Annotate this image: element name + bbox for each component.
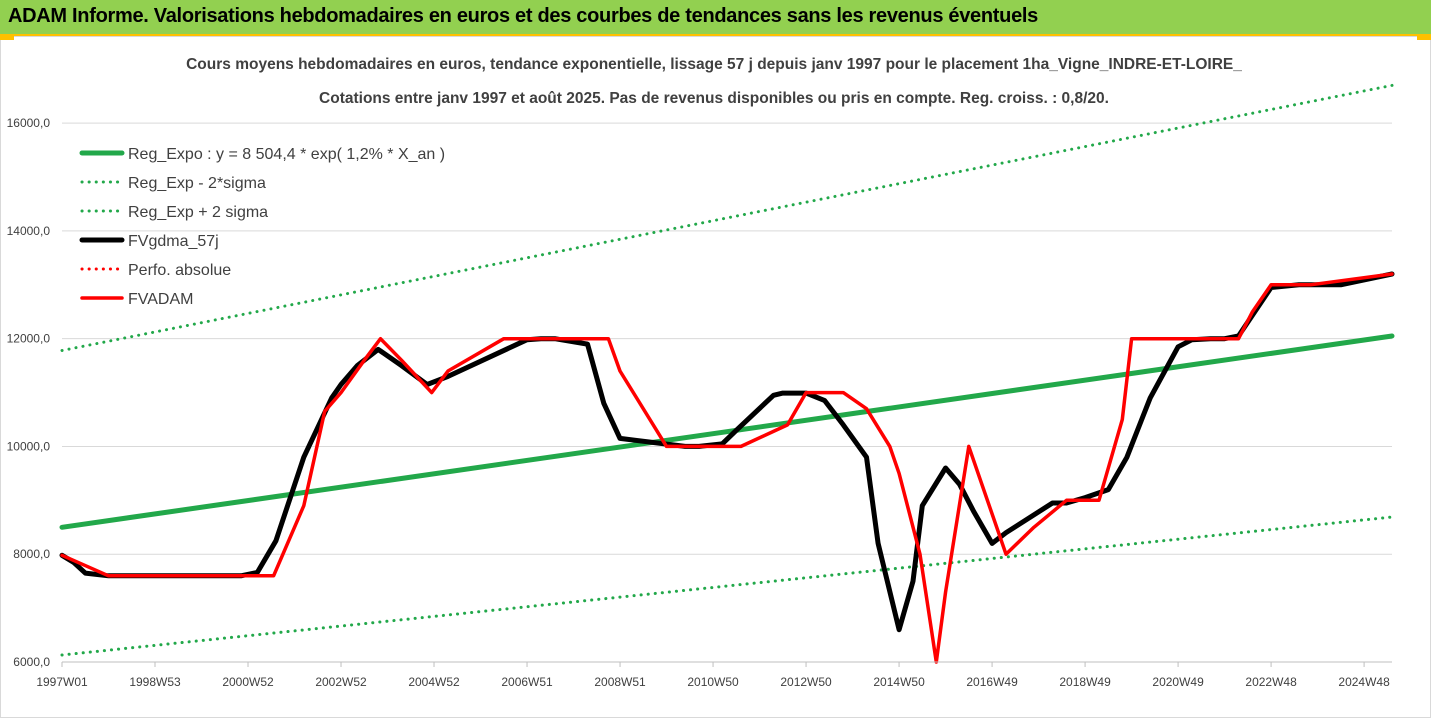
x-tick-label: 2010W50 xyxy=(687,675,739,689)
corner-mark-left xyxy=(0,36,14,40)
legend-label-2: Reg_Exp - 2*sigma xyxy=(128,175,266,192)
y-tick-label: 12000,0 xyxy=(7,332,51,346)
line-chart: Cours moyens hebdomadaires en euros, ten… xyxy=(0,36,1431,718)
series-line-4 xyxy=(59,271,1395,633)
chart-title-line-2: Cotations entre janv 1997 et août 2025. … xyxy=(319,90,1109,107)
series-line-6 xyxy=(60,272,1394,664)
series-line-1 xyxy=(59,333,1395,530)
x-tick-label: 1997W01 xyxy=(36,675,88,689)
x-tick-label: 2002W52 xyxy=(315,675,367,689)
chart-title-line-1: Cours moyens hebdomadaires en euros, ten… xyxy=(186,56,1242,73)
x-tick-label: 2014W50 xyxy=(873,675,925,689)
x-tick-label: 2012W50 xyxy=(780,675,832,689)
series-line-2 xyxy=(60,515,1394,657)
y-tick-label: 16000,0 xyxy=(7,116,51,130)
x-tick-label: 2008W51 xyxy=(594,675,646,689)
x-tick-label: 2022W48 xyxy=(1245,675,1297,689)
legend-label-6: FVADAM xyxy=(128,291,193,308)
legend-label-4: FVgdma_57j xyxy=(128,233,219,250)
report-title: ADAM Informe. Valorisations hebdomadaire… xyxy=(8,5,1038,27)
y-tick-label: 14000,0 xyxy=(7,224,51,238)
chart-area xyxy=(0,36,1431,718)
x-tick-label: 2016W49 xyxy=(966,675,1018,689)
series-line-3 xyxy=(60,83,1394,352)
legend-label-5: Perfo. absolue xyxy=(128,262,231,279)
report-header-bar: ADAM Informe. Valorisations hebdomadaire… xyxy=(0,0,1431,36)
x-tick-label: 2024W48 xyxy=(1338,675,1390,689)
x-tick-label: 2004W52 xyxy=(408,675,460,689)
y-tick-label: 8000,0 xyxy=(13,547,50,561)
corner-mark-right xyxy=(1417,36,1431,40)
x-tick-label: 2018W49 xyxy=(1059,675,1111,689)
x-tick-label: 2020W49 xyxy=(1152,675,1204,689)
legend-label-1: Reg_Expo : y = 8 504,4 * exp( 1,2% * X_a… xyxy=(128,146,445,163)
y-tick-label: 6000,0 xyxy=(13,655,50,669)
x-tick-label: 1998W53 xyxy=(129,675,181,689)
legend-label-3: Reg_Exp + 2 sigma xyxy=(128,204,268,221)
x-tick-label: 2006W51 xyxy=(501,675,553,689)
y-tick-label: 10000,0 xyxy=(7,439,51,453)
x-tick-label: 2000W52 xyxy=(222,675,274,689)
